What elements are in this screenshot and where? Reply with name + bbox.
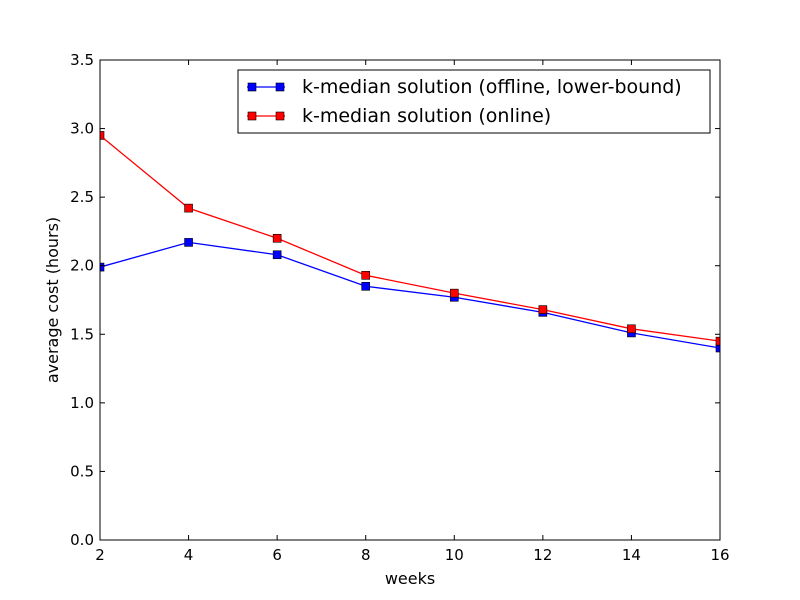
series-1-point — [100, 131, 105, 140]
y-axis-label: average cost (hours) — [43, 217, 62, 383]
y-tick-label: 3.5 — [70, 51, 94, 69]
series-0-point — [100, 262, 105, 272]
x-axis-label: weeks — [385, 569, 435, 588]
y-tick-label: 1.0 — [70, 394, 94, 412]
series-1-point — [538, 305, 548, 314]
series-1-point — [627, 324, 636, 334]
series-1-point — [715, 336, 720, 346]
legend-marker-1 — [275, 111, 285, 121]
series-1-point — [272, 233, 282, 243]
y-tick-label: 1.5 — [70, 325, 94, 343]
x-tick-label: 4 — [184, 546, 194, 564]
series-0-point — [184, 238, 193, 247]
y-tick-label: 3.0 — [70, 120, 94, 138]
legend-marker-0 — [275, 82, 285, 92]
series-0-point — [272, 250, 282, 260]
y-tick-label: 0.5 — [70, 462, 94, 480]
legend-marker-1 — [247, 111, 257, 121]
x-tick-label: 8 — [361, 546, 371, 564]
series-1-point — [449, 288, 459, 298]
x-tick-label: 2 — [95, 546, 105, 564]
y-tick-label: 2.0 — [70, 257, 94, 275]
x-tick-label: 12 — [533, 546, 552, 564]
x-tick-label: 6 — [272, 546, 282, 564]
series-line-0 — [100, 241, 720, 349]
series-0-point — [361, 281, 371, 291]
axes-frame — [99, 59, 721, 541]
x-tick-label: 14 — [622, 546, 641, 564]
axis-ticks: 2 4 6 8 10 12 14 16 0.0 0.5 1.0 1.5 2.0 2.5 3.0 3.5 — [70, 51, 729, 564]
legend-box — [237, 69, 711, 134]
series-1-point — [361, 271, 371, 280]
plot-area — [100, 131, 720, 353]
x-tick-label: 10 — [445, 546, 464, 564]
series-1-point — [184, 203, 193, 213]
y-tick-label: 0.0 — [70, 531, 94, 549]
series-0-point — [715, 343, 720, 353]
legend: k-median solution (offline, lower-bound)… — [237, 69, 711, 134]
series-line-1 — [100, 134, 720, 342]
legend-marker-0 — [247, 82, 257, 92]
legend-label-1: k-median solution (online) — [302, 105, 551, 127]
y-tick-label: 2.5 — [70, 188, 94, 206]
x-tick-label: 16 — [710, 546, 729, 564]
legend-label-0: k-median solution (offline, lower-bound) — [302, 76, 682, 98]
